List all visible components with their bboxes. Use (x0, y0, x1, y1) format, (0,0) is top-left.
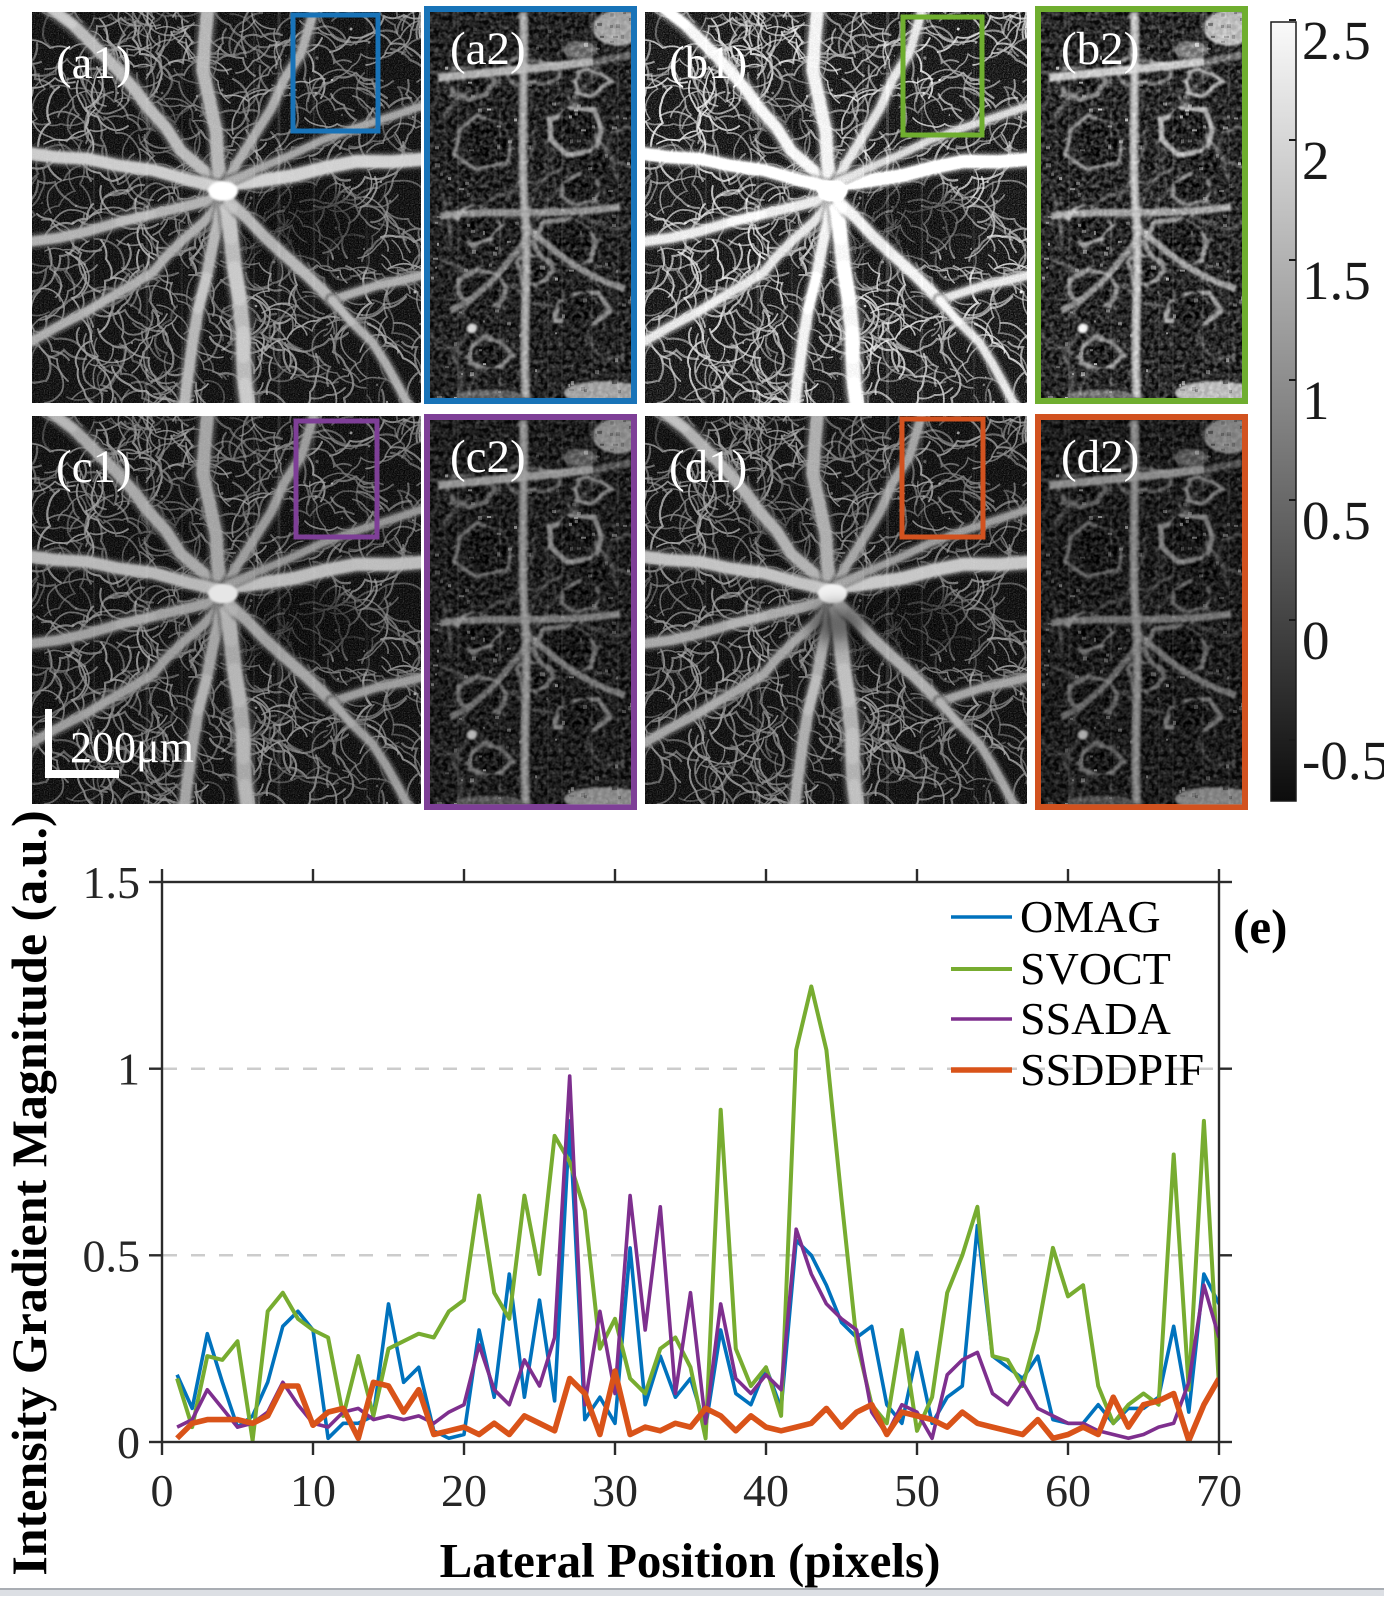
svg-text:(e): (e) (1233, 899, 1287, 954)
svg-text:(d1): (d1) (669, 441, 747, 493)
svg-text:0: 0 (117, 1417, 140, 1468)
svg-text:Lateral Position (pixels): Lateral Position (pixels) (440, 1533, 941, 1588)
svg-text:1: 1 (117, 1044, 140, 1095)
svg-text:70: 70 (1196, 1465, 1242, 1516)
svg-text:-0.5: -0.5 (1302, 730, 1384, 791)
svg-text:2.5: 2.5 (1302, 10, 1371, 71)
svg-text:SSDDPIF: SSDDPIF (1020, 1044, 1204, 1095)
svg-text:0: 0 (151, 1465, 174, 1516)
svg-text:1: 1 (1302, 370, 1330, 431)
svg-text:Intensity Gradient Magnitude (: Intensity Gradient Magnitude (a.u.) (1, 810, 57, 1575)
svg-text:1.5: 1.5 (83, 857, 141, 908)
svg-text:(a2): (a2) (450, 23, 526, 75)
svg-text:200μm: 200μm (70, 723, 194, 772)
svg-text:(b1): (b1) (669, 37, 747, 89)
svg-text:60: 60 (1045, 1465, 1091, 1516)
svg-text:0.5: 0.5 (1302, 490, 1371, 551)
svg-text:(c1): (c1) (56, 441, 132, 493)
svg-text:SVOCT: SVOCT (1020, 943, 1171, 994)
svg-text:1.5: 1.5 (1302, 250, 1371, 311)
svg-text:0: 0 (1302, 610, 1330, 671)
svg-text:(b2): (b2) (1061, 23, 1139, 75)
svg-text:(a1): (a1) (56, 37, 132, 89)
svg-text:SSADA: SSADA (1020, 993, 1171, 1044)
svg-text:10: 10 (290, 1465, 336, 1516)
svg-text:20: 20 (441, 1465, 487, 1516)
svg-text:OMAG: OMAG (1020, 891, 1161, 942)
svg-text:2: 2 (1302, 130, 1330, 191)
svg-text:0.5: 0.5 (83, 1230, 141, 1281)
svg-text:50: 50 (894, 1465, 940, 1516)
svg-text:40: 40 (743, 1465, 789, 1516)
svg-text:(c2): (c2) (450, 431, 526, 483)
svg-text:(d2): (d2) (1061, 431, 1139, 483)
svg-text:30: 30 (592, 1465, 638, 1516)
